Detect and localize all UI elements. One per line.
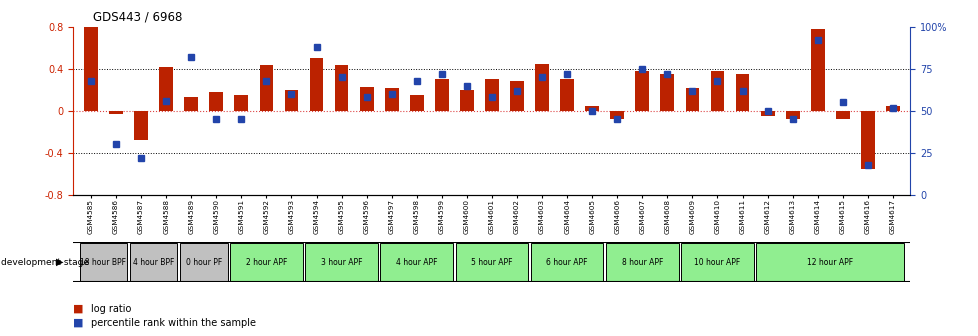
Text: ■: ■ bbox=[73, 304, 84, 314]
Bar bbox=[455, 243, 528, 282]
Bar bbox=[380, 243, 453, 282]
Text: 5 hour APF: 5 hour APF bbox=[470, 258, 512, 266]
Bar bbox=[585, 106, 599, 111]
Text: 10 hour APF: 10 hour APF bbox=[693, 258, 740, 266]
Bar bbox=[305, 243, 378, 282]
Bar bbox=[434, 79, 448, 111]
Bar bbox=[309, 58, 323, 111]
Bar bbox=[359, 87, 374, 111]
Text: 3 hour APF: 3 hour APF bbox=[321, 258, 362, 266]
Bar bbox=[410, 95, 423, 111]
Bar bbox=[130, 243, 177, 282]
Text: GDS443 / 6968: GDS443 / 6968 bbox=[93, 10, 182, 24]
Bar bbox=[484, 79, 499, 111]
Bar bbox=[756, 243, 904, 282]
Bar bbox=[559, 79, 573, 111]
Text: 18 hour BPF: 18 hour BPF bbox=[80, 258, 126, 266]
Bar bbox=[234, 95, 248, 111]
Bar bbox=[760, 111, 774, 116]
Bar bbox=[79, 243, 127, 282]
Bar bbox=[635, 71, 648, 111]
Bar bbox=[180, 243, 227, 282]
Bar bbox=[810, 29, 823, 111]
Bar bbox=[535, 64, 549, 111]
Text: percentile rank within the sample: percentile rank within the sample bbox=[91, 318, 256, 328]
Text: 0 hour PF: 0 hour PF bbox=[186, 258, 222, 266]
Text: ■: ■ bbox=[73, 318, 84, 328]
Bar bbox=[460, 90, 473, 111]
Bar bbox=[605, 243, 678, 282]
Bar bbox=[134, 111, 148, 140]
Text: 6 hour APF: 6 hour APF bbox=[546, 258, 587, 266]
Bar bbox=[334, 65, 348, 111]
Bar bbox=[259, 65, 273, 111]
Bar bbox=[835, 111, 849, 119]
Bar bbox=[159, 67, 173, 111]
Bar bbox=[860, 111, 874, 169]
Bar bbox=[885, 106, 899, 111]
Text: ▶: ▶ bbox=[56, 257, 64, 267]
Text: development stage: development stage bbox=[1, 258, 89, 266]
Bar bbox=[734, 74, 749, 111]
Bar bbox=[530, 243, 602, 282]
Bar bbox=[710, 71, 724, 111]
Text: 4 hour APF: 4 hour APF bbox=[396, 258, 437, 266]
Bar bbox=[384, 88, 398, 111]
Bar bbox=[685, 88, 698, 111]
Bar bbox=[184, 97, 198, 111]
Text: 8 hour APF: 8 hour APF bbox=[621, 258, 662, 266]
Text: log ratio: log ratio bbox=[91, 304, 131, 314]
Bar bbox=[84, 27, 98, 111]
Bar bbox=[109, 111, 123, 114]
Text: 2 hour APF: 2 hour APF bbox=[245, 258, 287, 266]
Text: 12 hour APF: 12 hour APF bbox=[807, 258, 853, 266]
Bar bbox=[230, 243, 302, 282]
Bar bbox=[285, 90, 298, 111]
Bar bbox=[785, 111, 799, 119]
Bar bbox=[510, 82, 523, 111]
Bar bbox=[681, 243, 753, 282]
Text: 4 hour BPF: 4 hour BPF bbox=[133, 258, 174, 266]
Bar bbox=[660, 74, 674, 111]
Bar bbox=[609, 111, 624, 119]
Bar bbox=[209, 92, 223, 111]
